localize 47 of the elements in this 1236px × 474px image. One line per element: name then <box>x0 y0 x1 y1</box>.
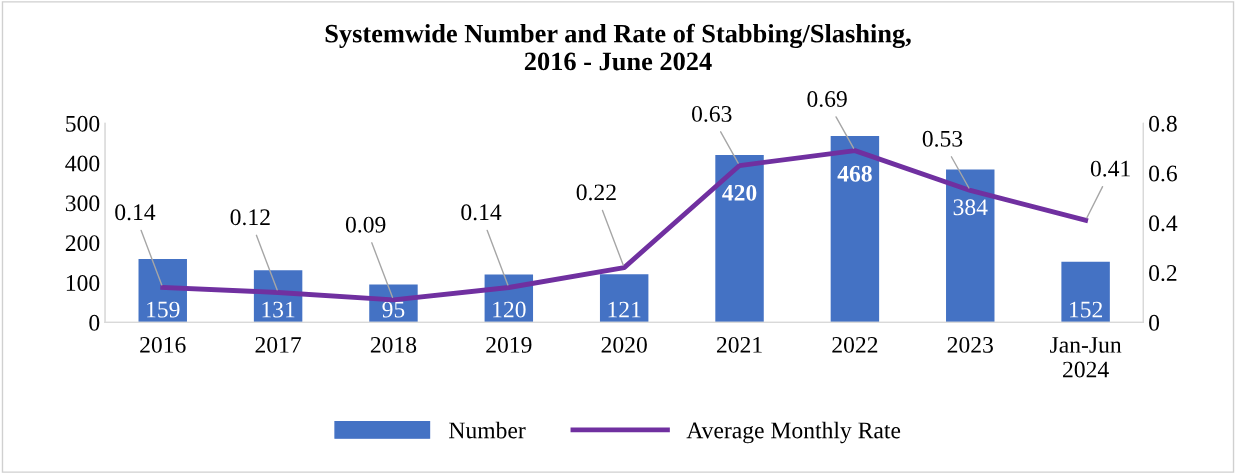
y-tick-label: 200 <box>65 235 100 252</box>
y-tick-label: 300 <box>65 195 100 212</box>
data-label: 0.22 <box>576 184 616 201</box>
y2-tick-label: 0.2 <box>1149 265 1177 282</box>
y-tick-label: 400 <box>65 155 100 172</box>
x-tick-label: 2022 <box>832 336 878 353</box>
data-label: 384 <box>953 199 988 216</box>
data-label: 0.53 <box>922 130 963 147</box>
legend-label: Average Monthly Rate <box>686 421 901 444</box>
bar <box>1061 261 1110 323</box>
x-tick-label: 2016 <box>140 336 186 353</box>
x-tick-label: 2021 <box>716 336 762 353</box>
x-tick-label: 2023 <box>947 336 993 353</box>
bar <box>599 274 649 323</box>
chart-title: Systemwide Number and Rate of Stabbing/Slashing, 2016 - June 2024 <box>325 23 911 71</box>
data-label: 152 <box>1069 301 1103 318</box>
data-label: 420 <box>722 184 757 201</box>
bar <box>715 155 764 323</box>
data-label: 120 <box>493 301 526 318</box>
bar <box>830 135 880 323</box>
y2-tick-label: 0 <box>1149 314 1160 331</box>
x-tick-label: 2018 <box>370 336 417 353</box>
data-label: 121 <box>608 301 641 318</box>
data-label: 0.63 <box>692 105 732 122</box>
data-label: 0.41 <box>1090 160 1130 177</box>
bar <box>946 169 995 323</box>
data-label: 0.09 <box>345 216 386 233</box>
y-tick-label: 0 <box>89 314 100 331</box>
legend-label: Number <box>449 421 526 439</box>
data-label: 95 <box>382 301 405 318</box>
data-label: 0.12 <box>230 209 270 226</box>
line-series <box>160 148 1089 303</box>
x-tick-label: 2017 <box>255 336 302 353</box>
data-label: 131 <box>262 301 295 318</box>
data-label: 0.14 <box>115 204 156 221</box>
data-label: 468 <box>837 165 872 182</box>
x-tick-label: 2020 <box>601 336 647 353</box>
y2-tick-label: 0.8 <box>1149 115 1177 132</box>
y2-tick-label: 0.4 <box>1149 215 1178 232</box>
y-tick-label: 100 <box>66 274 100 291</box>
x-tick-label: 2019 <box>486 336 532 353</box>
data-label: 0.69 <box>807 90 847 108</box>
data-label: 159 <box>147 301 180 318</box>
data-label: 0.14 <box>461 204 502 221</box>
y-tick-label: 500 <box>66 115 100 132</box>
x-tick-label: Jan-Jun 2024 <box>1050 337 1122 378</box>
y2-tick-label: 0.6 <box>1149 165 1177 182</box>
